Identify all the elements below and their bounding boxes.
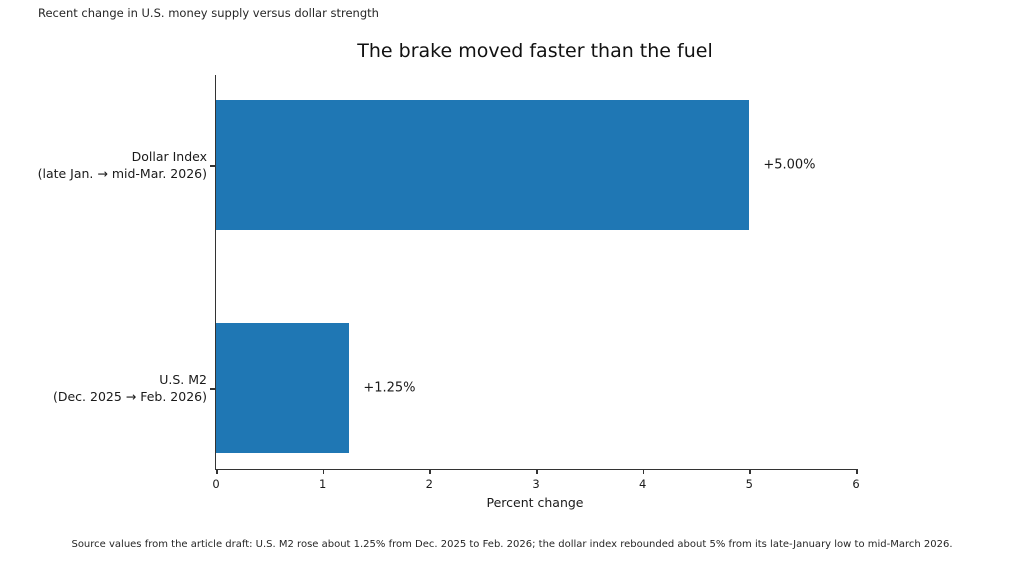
- x-tick-label: 2: [425, 477, 433, 491]
- x-axis-label: Percent change: [486, 495, 584, 510]
- x-tick-mark: [749, 469, 751, 474]
- bar-row-dollar-index: Dollar Index (late Jan. → mid-Mar. 2026)…: [38, 100, 856, 230]
- x-tick-mark: [216, 469, 218, 474]
- bar-dollar-index: [216, 100, 750, 230]
- x-tick-mark: [322, 469, 325, 474]
- y-tick-mark: [210, 165, 215, 167]
- y-tick-mark: [210, 388, 215, 390]
- bar-row-us-m2: U.S. M2 (Dec. 2025 → Feb. 2026) +1.25%: [53, 323, 856, 453]
- category-label-dollar-index: Dollar Index (late Jan. → mid-Mar. 2026): [37, 148, 207, 181]
- x-tick-label: 1: [318, 477, 327, 491]
- x-tick-label: 5: [745, 477, 753, 491]
- x-tick-label: 4: [638, 477, 647, 491]
- category-label-us-m2: U.S. M2 (Dec. 2025 → Feb. 2026): [52, 371, 207, 404]
- x-tick-label: 3: [532, 477, 540, 491]
- chart-title: The brake moved faster than the fuel: [357, 40, 713, 62]
- source-caption: Source values from the article draft: U.…: [71, 539, 953, 550]
- x-tick-mark: [856, 469, 858, 474]
- figure-suptitle: Recent change in U.S. money supply versu…: [38, 6, 379, 20]
- bar-us-m2: [216, 323, 350, 453]
- x-tick-mark: [642, 469, 645, 474]
- x-tick-mark: [429, 469, 431, 474]
- plot-area: Dollar Index (late Jan. → mid-Mar. 2026)…: [38, 75, 860, 491]
- value-label-dollar-index: +5.00%: [763, 157, 816, 173]
- x-tick-mark: [536, 469, 538, 474]
- x-tick-label: 0: [212, 477, 220, 491]
- value-label-us-m2: +1.25%: [363, 380, 416, 396]
- x-tick-label: 6: [852, 477, 860, 491]
